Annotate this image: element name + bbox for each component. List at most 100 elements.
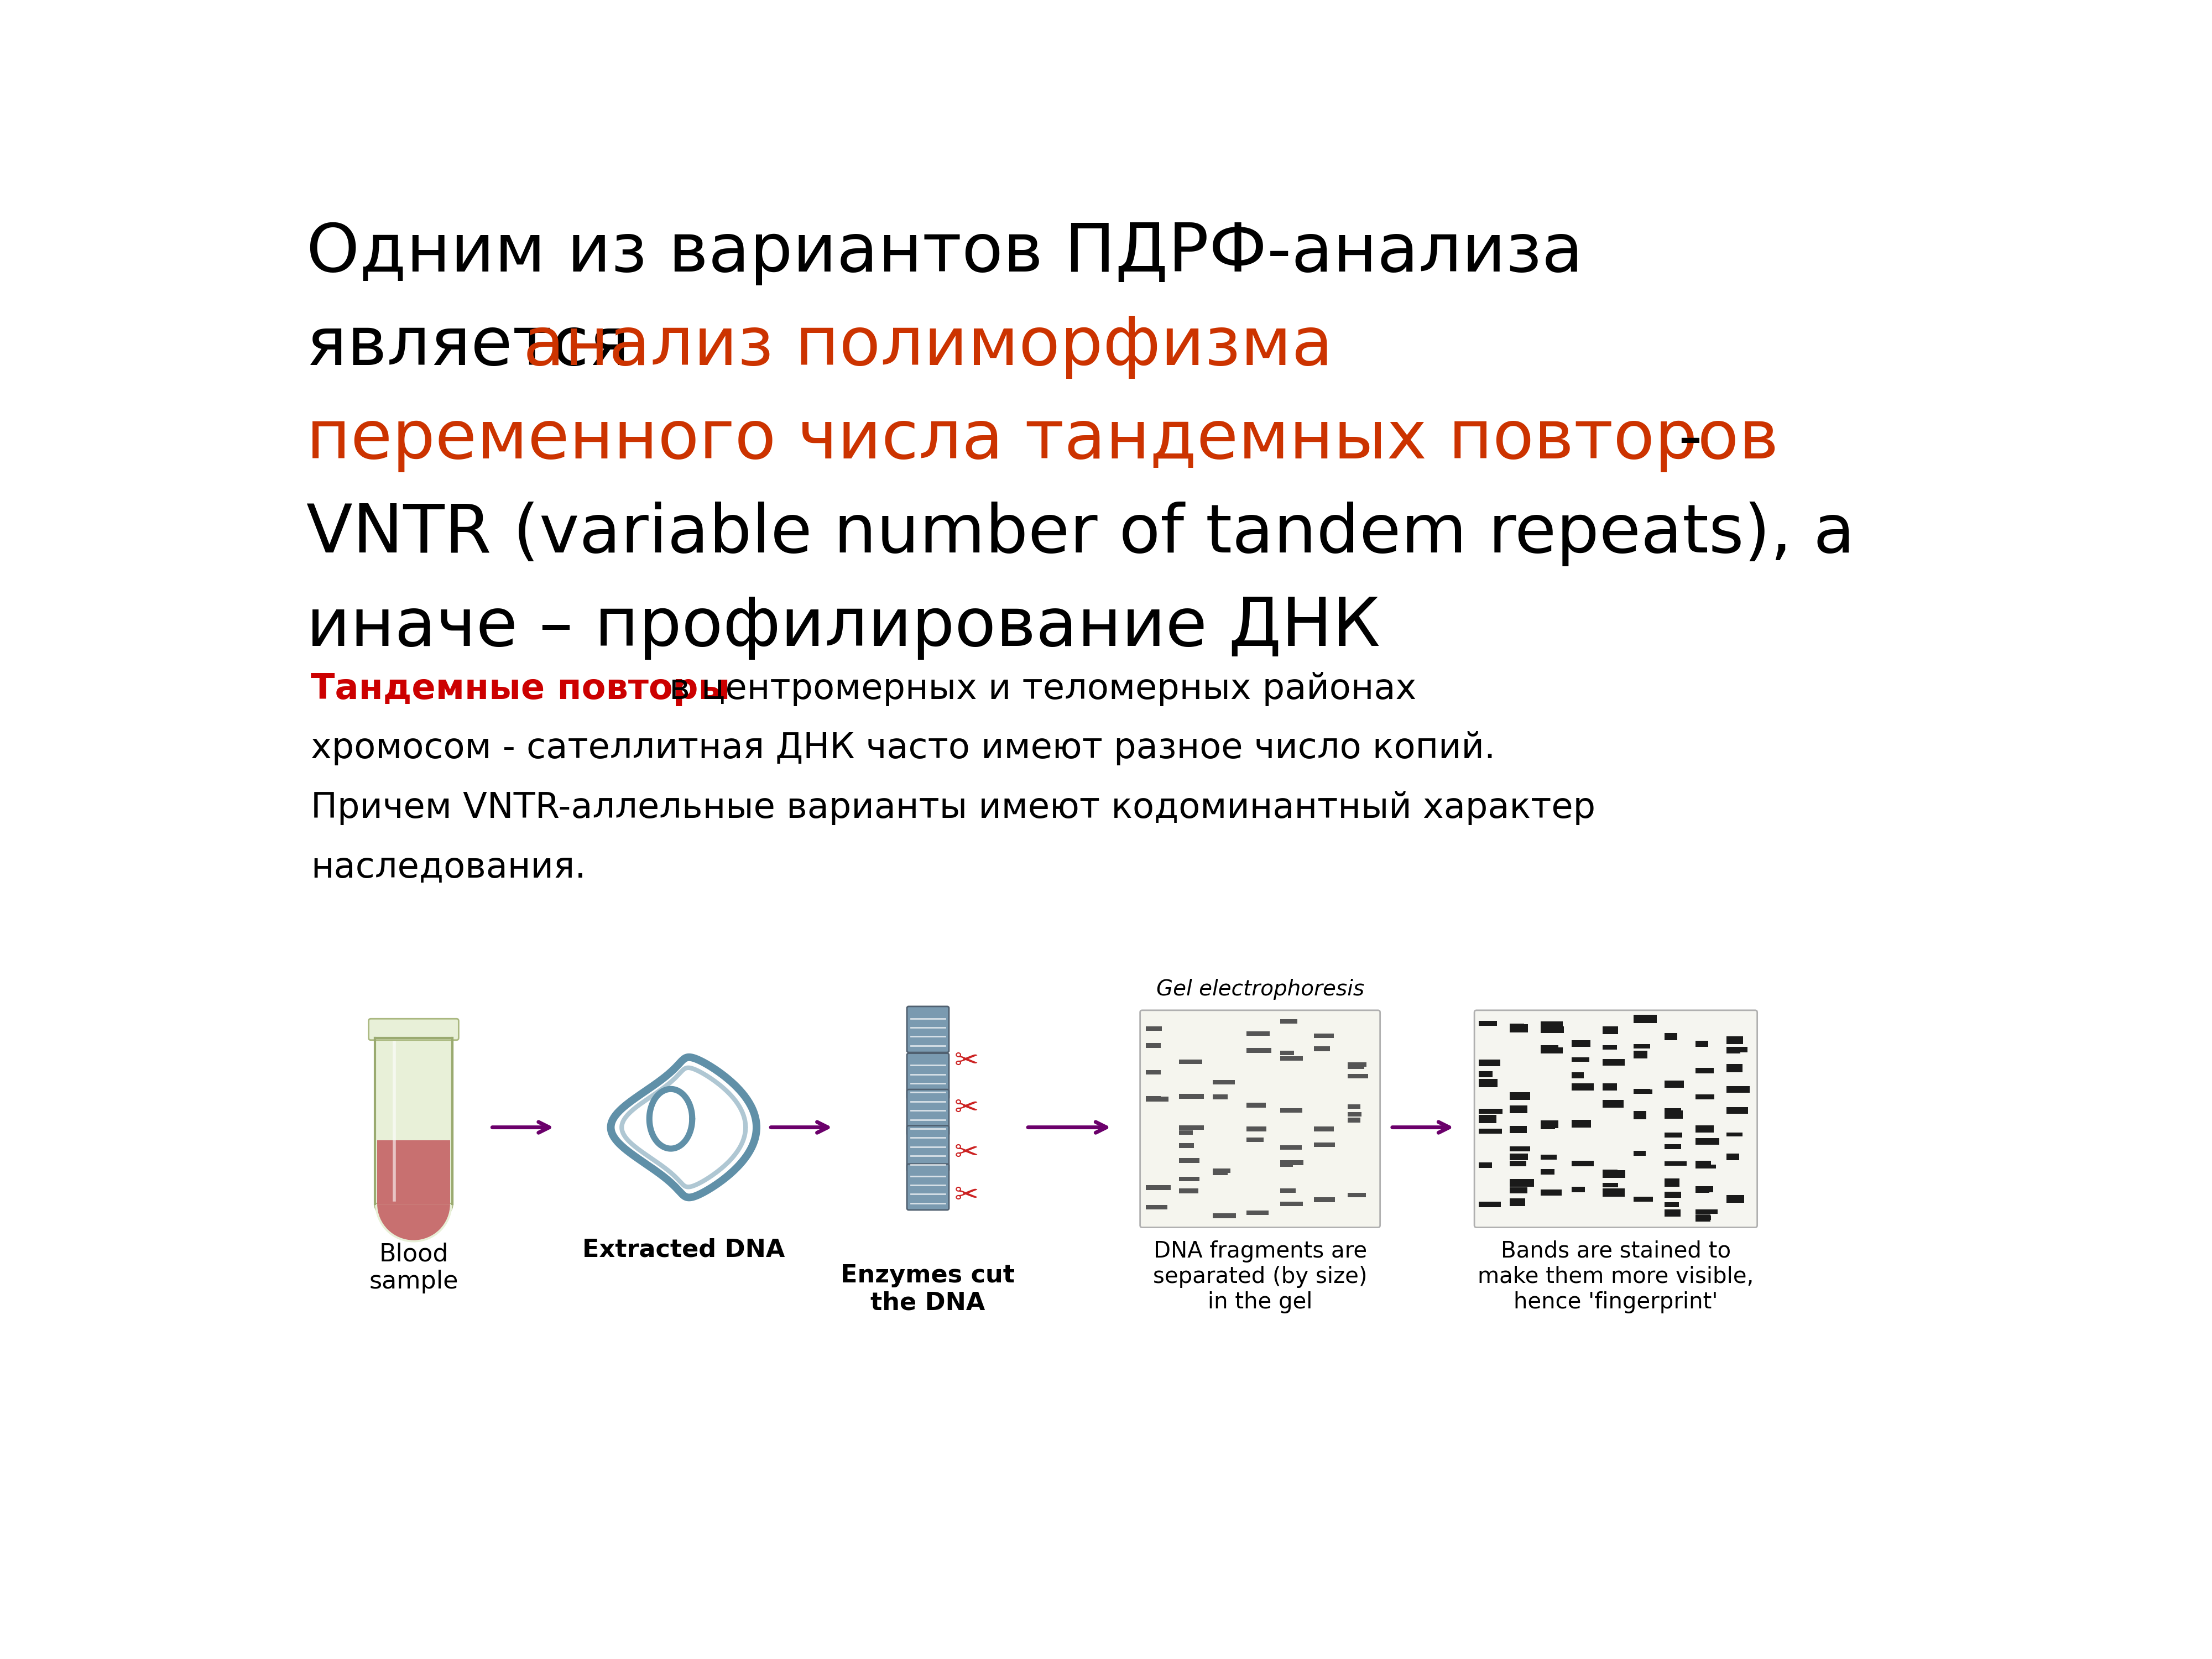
Bar: [1573, 1161, 1593, 1166]
Bar: [1511, 1180, 1533, 1186]
Bar: [1635, 1090, 1652, 1093]
Bar: [1573, 1120, 1590, 1128]
Bar: [1635, 1050, 1648, 1058]
Polygon shape: [378, 1140, 449, 1204]
FancyBboxPatch shape: [369, 1019, 458, 1040]
Wedge shape: [376, 1204, 451, 1243]
Bar: [1697, 1165, 1717, 1168]
FancyBboxPatch shape: [1475, 1010, 1756, 1228]
Bar: [1347, 1112, 1363, 1117]
FancyBboxPatch shape: [907, 1053, 949, 1100]
Text: Причем VNTR-аллельные варианты имеют кодоминантный характер: Причем VNTR-аллельные варианты имеют код…: [310, 791, 1595, 825]
Bar: [1697, 1125, 1714, 1133]
Text: -: -: [1657, 408, 1703, 473]
Bar: [1347, 1073, 1369, 1078]
Bar: [1542, 1045, 1559, 1053]
Bar: [1212, 1213, 1237, 1218]
Bar: [1511, 1105, 1526, 1113]
Bar: [1542, 1027, 1564, 1034]
Bar: [1697, 1216, 1710, 1219]
Bar: [1635, 1044, 1650, 1048]
Bar: [1146, 1097, 1161, 1102]
Bar: [1604, 1100, 1624, 1108]
Bar: [1480, 1128, 1502, 1133]
Bar: [1281, 1019, 1298, 1024]
Bar: [1573, 1186, 1584, 1193]
Bar: [1697, 1186, 1710, 1193]
Bar: [1212, 1170, 1228, 1175]
Text: переменного числа тандемных повторов: переменного числа тандемных повторов: [307, 408, 1778, 473]
Bar: [1281, 1145, 1303, 1150]
Bar: [1212, 1168, 1230, 1173]
Text: Bands are stained to
make them more visible,
hence 'fingerprint': Bands are stained to make them more visi…: [1478, 1241, 1754, 1314]
Bar: [1314, 1126, 1334, 1131]
Wedge shape: [378, 1204, 449, 1241]
Text: анализ полиморфизма: анализ полиморфизма: [522, 314, 1334, 378]
Bar: [1573, 1072, 1584, 1078]
Bar: [1635, 1088, 1650, 1093]
FancyBboxPatch shape: [1139, 1010, 1380, 1228]
Bar: [1728, 1063, 1743, 1072]
Bar: [1666, 1145, 1681, 1150]
Bar: [1314, 1143, 1336, 1146]
Bar: [1281, 1108, 1303, 1113]
Text: DNA fragments are
separated (by size)
in the gel: DNA fragments are separated (by size) in…: [1152, 1241, 1367, 1314]
Bar: [1179, 1158, 1192, 1163]
Bar: [1314, 1034, 1334, 1039]
Bar: [1666, 1110, 1683, 1118]
Bar: [1728, 1087, 1750, 1093]
Bar: [1248, 1211, 1267, 1214]
Bar: [1604, 1183, 1619, 1188]
Bar: [1604, 1170, 1626, 1178]
Bar: [1179, 1130, 1192, 1135]
Bar: [1666, 1178, 1679, 1186]
Text: Blood
sample: Blood sample: [369, 1243, 458, 1294]
Bar: [1179, 1060, 1201, 1063]
Bar: [1480, 1115, 1491, 1121]
Bar: [1697, 1161, 1710, 1168]
Bar: [1179, 1125, 1203, 1130]
Bar: [1347, 1193, 1365, 1198]
Bar: [1635, 1112, 1646, 1120]
Bar: [1511, 1188, 1526, 1193]
Bar: [1604, 1170, 1617, 1176]
Bar: [1248, 1126, 1267, 1131]
Bar: [1728, 1153, 1739, 1160]
Bar: [1146, 1097, 1168, 1102]
Bar: [1604, 1188, 1624, 1196]
Text: Тандемные повторы: Тандемные повторы: [310, 672, 730, 707]
Bar: [1604, 1045, 1617, 1050]
Bar: [1212, 1095, 1228, 1100]
Bar: [1480, 1078, 1498, 1087]
Bar: [1146, 1027, 1161, 1030]
Bar: [1480, 1072, 1493, 1077]
Bar: [1179, 1143, 1194, 1148]
Bar: [1728, 1050, 1741, 1053]
Bar: [1697, 1138, 1719, 1145]
Bar: [1511, 1146, 1531, 1151]
Text: иначе – профилирование ДНК: иначе – профилирование ДНК: [307, 596, 1380, 660]
Text: ✂: ✂: [953, 1138, 978, 1168]
Bar: [1314, 1198, 1336, 1203]
Text: Gel electrophoresis: Gel electrophoresis: [1157, 979, 1365, 1000]
Bar: [1347, 1062, 1367, 1067]
Bar: [1728, 1107, 1747, 1113]
Bar: [1281, 1201, 1303, 1206]
Bar: [1542, 1120, 1559, 1128]
Bar: [1281, 1163, 1294, 1166]
Bar: [1604, 1027, 1619, 1034]
Bar: [1480, 1163, 1491, 1168]
Bar: [1728, 1047, 1747, 1052]
FancyBboxPatch shape: [907, 1165, 949, 1209]
Bar: [1697, 1209, 1717, 1214]
Text: в центромерных и теломерных районах: в центромерных и теломерных районах: [657, 672, 1416, 707]
Text: ✂: ✂: [953, 1093, 978, 1123]
Bar: [1697, 1068, 1714, 1073]
Bar: [1146, 1044, 1161, 1048]
Bar: [1480, 1115, 1498, 1123]
Bar: [1697, 1214, 1710, 1221]
Bar: [1728, 1133, 1743, 1136]
Bar: [1248, 1048, 1272, 1053]
Bar: [1542, 1022, 1562, 1030]
FancyBboxPatch shape: [907, 1007, 949, 1052]
